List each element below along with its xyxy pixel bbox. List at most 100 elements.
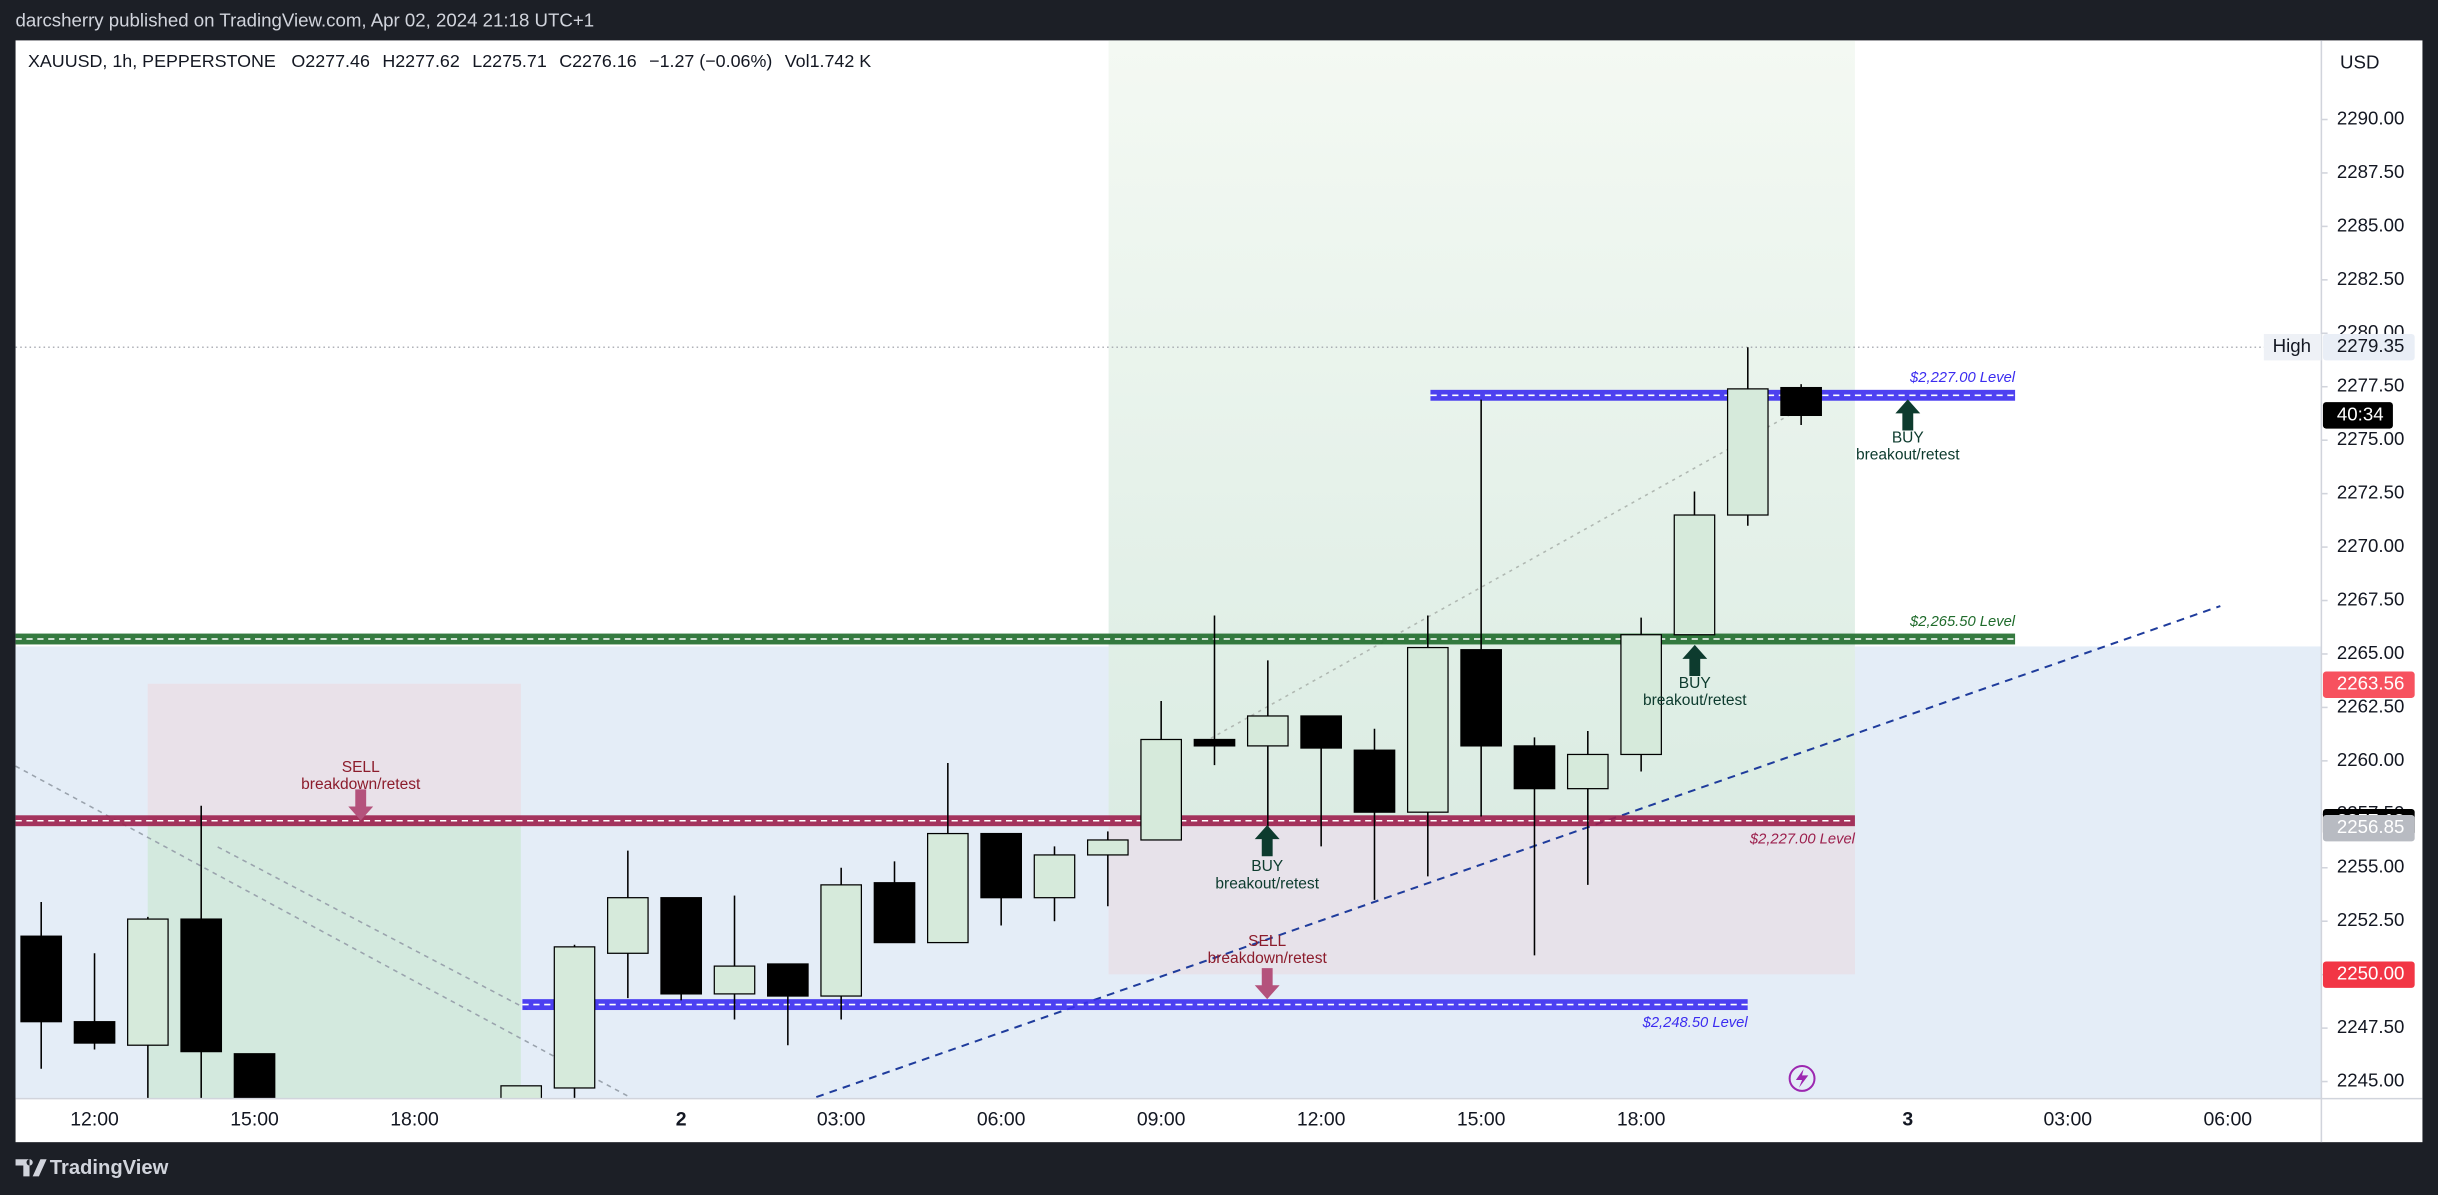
y-tick-label: 2272.50 <box>2337 482 2404 503</box>
signal-arrow <box>1895 399 1921 431</box>
candle-up <box>1406 646 1449 813</box>
legend-volume: Vol1.742 K <box>785 51 872 71</box>
y-tick-label: 2265.00 <box>2337 642 2404 663</box>
signal: BUY <box>1251 858 1284 875</box>
guide-line <box>217 846 530 1011</box>
signal-note: breakout/retest <box>1215 875 1319 892</box>
x-tick-label: 06:00 <box>977 1109 1026 1131</box>
price-tag-label: 2279.35 <box>2337 335 2404 356</box>
x-tick-label: 15:00 <box>1457 1109 1506 1131</box>
candle-down <box>1460 649 1502 747</box>
candle-down <box>1780 386 1822 417</box>
candle-down <box>1193 738 1236 747</box>
countdown: 40:34 <box>2337 403 2384 424</box>
candle-up <box>607 897 649 954</box>
candle-up <box>926 832 969 944</box>
signal: SELL <box>1248 933 1286 950</box>
y-tick-label: 2245.00 <box>2337 1069 2404 1090</box>
candle-up <box>1566 753 1609 790</box>
price-tag <box>2322 961 2415 988</box>
x-tick-label: 12:00 <box>70 1109 119 1131</box>
signal-arrow <box>1254 825 1280 857</box>
x-tick-label: 03:00 <box>817 1109 866 1131</box>
candle-down <box>1353 749 1396 813</box>
high-label-box <box>2263 333 2322 361</box>
candle-up <box>500 1085 543 1099</box>
price-tag <box>2322 671 2415 698</box>
level-label: $2,265.50 Level <box>1909 614 2016 630</box>
legend-low: L2275.71 <box>472 51 547 71</box>
alert-icon <box>1788 1065 1816 1092</box>
price-tag-label: 2263.56 <box>2337 673 2404 694</box>
sell-zone <box>147 683 521 821</box>
y-tick-label: 2255.00 <box>2337 856 2404 877</box>
y-tick-label: 2285.00 <box>2337 214 2404 235</box>
candle-down <box>180 918 223 1053</box>
candle-up <box>1620 634 1662 756</box>
candle-down <box>73 1021 116 1044</box>
candle-down <box>1513 745 1556 790</box>
candle-down <box>20 935 63 1023</box>
legend: XAUUSD, 1h, PEPPERSTONE O2277.46 H2277.62 L… <box>28 51 871 71</box>
level-band <box>15 633 2016 645</box>
x-tick-label: 09:00 <box>1137 1109 1186 1131</box>
level-band <box>1430 389 2016 401</box>
level-label: $2,227.00 Level <box>1749 831 1856 847</box>
signal: SELL <box>342 759 380 776</box>
symbol: XAUUSD, 1h, PEPPERSTONE <box>28 51 276 71</box>
price-tag-label: 2256.85 <box>2337 816 2404 837</box>
high-label: High <box>2273 335 2311 356</box>
candle-up <box>553 946 596 1089</box>
candle-down <box>233 1053 276 1099</box>
signal-arrow <box>1254 968 1280 1000</box>
y-tick-label: 2247.50 <box>2337 1016 2404 1037</box>
x-tick-label: 3 <box>1902 1109 1913 1131</box>
axes: 2245.002247.502250.002252.502255.002257.… <box>70 107 2415 1131</box>
legend-close: C2276.16 <box>559 51 637 71</box>
legend-open: O2277.46 <box>291 51 370 71</box>
y-tick-label: 2260.00 <box>2337 749 2404 770</box>
candle-up <box>1726 388 1769 516</box>
y-tick-label: 2270.00 <box>2337 535 2404 556</box>
price-tag <box>2322 815 2415 842</box>
candle-up <box>820 884 863 997</box>
signal-arrow <box>348 789 374 821</box>
price-tag-label: 2250.00 <box>2337 963 2404 984</box>
signal-note: breakdown/retest <box>301 776 421 793</box>
alert-bolt <box>1795 1069 1809 1088</box>
price-tag <box>2322 333 2415 361</box>
candle-up <box>1140 738 1182 841</box>
x-tick-label: 15:00 <box>230 1109 279 1131</box>
y-tick-label: 2282.50 <box>2337 268 2404 289</box>
x-tick-label: 03:00 <box>2043 1109 2092 1131</box>
brand: TradingView <box>50 1157 169 1179</box>
candle-down <box>873 882 916 944</box>
candle-up <box>713 965 756 995</box>
signal-arrow <box>1682 644 1708 676</box>
signal-note: breakdown/retest <box>1208 950 1328 967</box>
legend-high: H2277.62 <box>382 51 460 71</box>
level-label: $2,248.50 Level <box>1642 1015 1749 1031</box>
candle-down <box>1300 715 1342 749</box>
currency[interactable]: USD <box>2340 52 2379 73</box>
candle-up <box>1086 839 1129 856</box>
signal: BUY <box>1892 429 1925 446</box>
publisher: darcsherry published on TradingView.com,… <box>16 10 595 31</box>
plot: $2,265.50 Level $2,227.00 Level $2,227.00 … <box>15 40 2322 1099</box>
y-tick-label: 2277.50 <box>2337 375 2404 396</box>
signal: BUY <box>1679 675 1712 692</box>
candle-up <box>1033 854 1076 899</box>
y-tick-label: 2252.50 <box>2337 909 2404 930</box>
y-tick-label: 2290.00 <box>2337 107 2404 128</box>
candle-up <box>1673 514 1716 636</box>
candle-up <box>1246 715 1289 747</box>
signal-note: breakout/retest <box>1856 446 1960 463</box>
y-tick-label: 2267.50 <box>2337 588 2404 609</box>
countdown-box <box>2322 402 2393 429</box>
candle-up <box>127 918 169 1046</box>
x-tick-label: 18:00 <box>1617 1109 1666 1131</box>
y-tick-label: 2275.00 <box>2337 428 2404 449</box>
x-tick-label: 18:00 <box>390 1109 439 1131</box>
y-tick-label: 2287.50 <box>2337 161 2404 182</box>
